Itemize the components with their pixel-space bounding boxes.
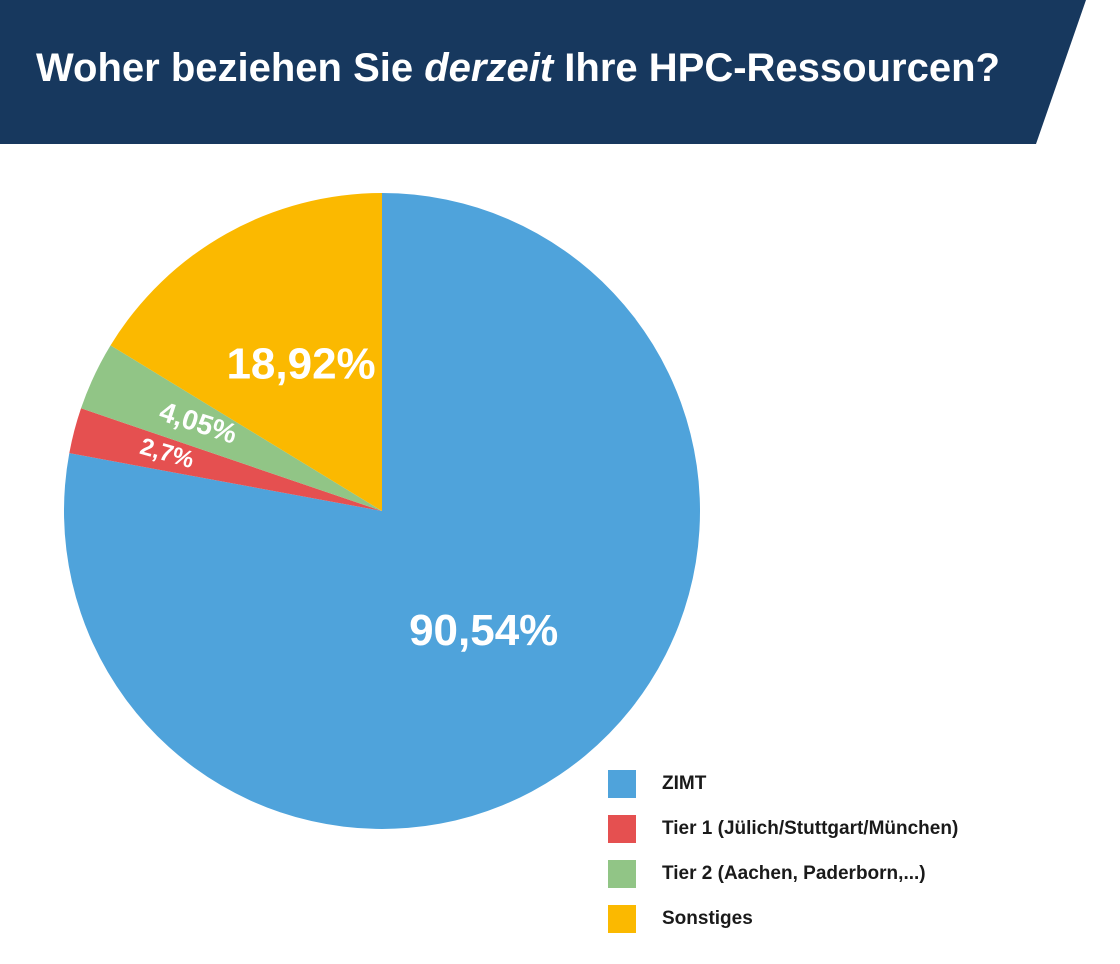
pie-slice-sonstiges [110, 193, 383, 511]
legend-label: Sonstiges [662, 908, 753, 929]
slice-label-0: 90,54% [409, 606, 558, 655]
legend-label: Tier 2 (Aachen, Paderborn,...) [662, 863, 926, 884]
legend-swatch [608, 770, 636, 798]
slice-label-3: 18,92% [226, 339, 375, 388]
title-part-1: Woher beziehen Sie [36, 46, 425, 90]
legend-item: Tier 1 (Jülich/Stuttgart/München) [608, 815, 958, 843]
legend-swatch [608, 905, 636, 933]
chart-title: Woher beziehen Sie derzeit Ihre HPC-Ress… [36, 38, 1000, 98]
legend-item: Sonstiges [608, 905, 958, 933]
header-banner [0, 0, 1086, 144]
legend-swatch [608, 815, 636, 843]
pie-slice-tier-1 [69, 408, 382, 511]
pie-slices [64, 193, 701, 830]
legend-label: ZIMT [662, 773, 707, 794]
header-banner-shape [0, 0, 1086, 144]
legend-swatch [608, 860, 636, 888]
title-part-2: Ihre HPC-Ressourcen? [553, 46, 1000, 90]
pie-labels: 90,54%2,7%4,05%18,92% [137, 339, 558, 654]
legend-item: Tier 2 (Aachen, Paderborn,...) [608, 860, 958, 888]
pie-slice-zimt [64, 193, 701, 830]
legend: ZIMT Tier 1 (Jülich/Stuttgart/München) Tie… [608, 770, 958, 950]
legend-label: Tier 1 (Jülich/Stuttgart/München) [662, 818, 959, 839]
pie-slice-tier-2 [81, 345, 382, 511]
title-emphasis: derzeit [424, 46, 554, 90]
legend-item: ZIMT [608, 770, 958, 798]
